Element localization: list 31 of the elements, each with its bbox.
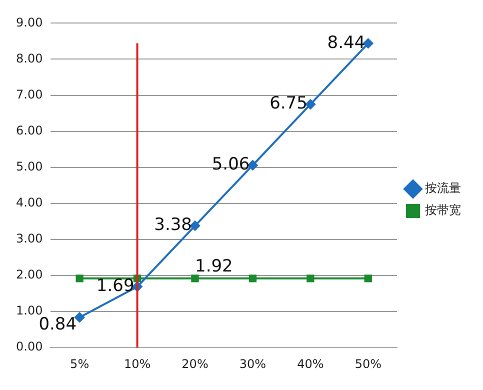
y-tick-label: 0.00 [16, 340, 43, 354]
y-tick-label: 5.00 [16, 160, 43, 174]
data-label: 1.69 [96, 276, 134, 296]
point [74, 312, 85, 322]
x-tick-label: 30% [239, 356, 266, 371]
y-tick-label: 3.00 [16, 232, 43, 246]
y-tick-label: 4.00 [16, 196, 43, 210]
data-label: 6.75 [270, 94, 308, 114]
data-label: 1.92 [195, 256, 233, 276]
point [364, 274, 372, 282]
point [305, 99, 316, 110]
y-tick-label: 7.00 [16, 87, 43, 102]
x-tick-label: 40% [297, 356, 324, 371]
data-label: 8.44 [327, 32, 366, 53]
y-tick-label: 6.00 [16, 123, 43, 138]
point [306, 274, 314, 282]
point [191, 274, 199, 282]
data-label: 3.38 [154, 215, 192, 236]
legend-label: 按带宽 [425, 203, 461, 218]
point [76, 274, 84, 282]
data-label: 5.06 [212, 154, 250, 175]
x-tick-label: 10% [124, 356, 151, 371]
x-tick-label: 5% [70, 356, 90, 371]
y-tick-label: 9.00 [16, 15, 43, 30]
legend-label: 按流量 [425, 181, 461, 196]
x-tick-label: 50% [354, 356, 382, 371]
y-tick-label: 8.00 [16, 51, 43, 66]
x-tick-label: 20% [182, 356, 208, 371]
point [190, 220, 200, 231]
y-tick-label: 2.00 [16, 268, 43, 282]
point [248, 274, 257, 282]
